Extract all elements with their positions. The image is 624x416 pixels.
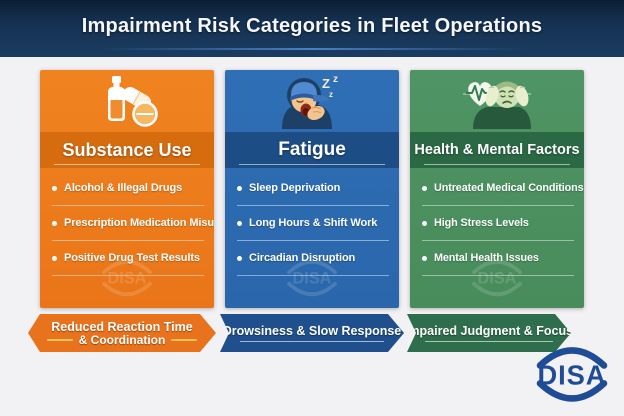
header-banner: Impairment Risk Categories in Fleet Oper…	[0, 0, 624, 57]
bullet-dot	[52, 220, 57, 226]
list-item: High Stress Levels	[422, 206, 574, 241]
list-item: Positive Drug Test Results	[52, 241, 204, 276]
panel-fatigue: Z z z Fatigue Sleep Deprivation Long Hou…	[225, 70, 399, 308]
bullet-list: Alcohol & Illegal Drugs Prescription Med…	[40, 168, 214, 276]
bullet-dot	[422, 185, 427, 191]
bullet-dot	[237, 255, 242, 261]
outcome-text-line2: & Coordination	[47, 334, 198, 347]
pill-bottle-icon	[40, 70, 214, 132]
list-item: Long Hours & Shift Work	[237, 206, 389, 241]
dash-decoration	[171, 339, 197, 341]
panel-title-band: Substance Use	[40, 132, 214, 168]
list-item: Alcohol & Illegal Drugs	[52, 171, 204, 206]
band-underline	[423, 164, 571, 165]
bullet-text: Long Hours & Shift Work	[249, 217, 378, 229]
band-underline	[53, 164, 201, 165]
bullet-list: Untreated Medical Conditions High Stress…	[410, 168, 584, 276]
bullet-text: Sleep Deprivation	[249, 182, 341, 194]
disa-logo: DISA	[530, 342, 614, 411]
outcome-text: Impaired Judgment & Focus	[404, 324, 574, 338]
bullet-text: Alcohol & Illegal Drugs	[64, 182, 183, 194]
panel-title-band: Health & Mental Factors	[410, 132, 584, 168]
stressed-person-heartbeat-icon	[410, 70, 584, 132]
panel-title-band: Fatigue	[225, 132, 399, 168]
outcome-arrow-health: Impaired Judgment & Focus	[407, 314, 571, 352]
arrow-underline	[240, 341, 384, 342]
panel-title: Substance Use	[62, 139, 192, 160]
title-underline	[99, 48, 525, 50]
bullet-dot	[52, 185, 57, 191]
bullet-dot	[52, 255, 57, 261]
outcome-text: & Coordination	[78, 332, 166, 347]
panel-title: Health & Mental Factors	[414, 142, 580, 158]
bullet-text: Circadian Disruption	[249, 252, 356, 264]
panel-title: Fatigue	[278, 139, 346, 160]
svg-text:Z: Z	[322, 76, 330, 91]
bullet-text: Untreated Medical Conditions	[434, 182, 584, 194]
outcome-text: Drowsiness & Slow Response	[222, 324, 402, 338]
page-title: Impairment Risk Categories in Fleet Oper…	[81, 15, 543, 37]
bullet-dot	[237, 185, 242, 191]
list-item: Prescription Medication Misuse	[52, 206, 214, 241]
list-item: Mental Health Issues	[422, 241, 574, 276]
bullet-text: Mental Health Issues	[434, 252, 539, 264]
list-item: Sleep Deprivation	[237, 171, 389, 206]
panel-substance-use: Substance Use Alcohol & Illegal Drugs Pr…	[40, 70, 214, 308]
list-item: Circadian Disruption	[237, 241, 389, 276]
arrow-underline	[425, 341, 553, 342]
outcome-text: Reduced Reaction Time	[51, 319, 193, 334]
bullet-text: Prescription Medication Misuse	[64, 217, 214, 229]
outcome-arrow-substance: Reduced Reaction Time & Coordination	[28, 314, 216, 352]
band-underline	[238, 164, 386, 165]
category-panels: Substance Use Alcohol & Illegal Drugs Pr…	[40, 70, 584, 308]
bullet-text: High Stress Levels	[434, 217, 529, 229]
svg-text:z: z	[333, 74, 338, 85]
panel-health-mental: Health & Mental Factors Untreated Medica…	[410, 70, 584, 308]
list-item: Untreated Medical Conditions	[422, 171, 584, 206]
dash-decoration	[47, 339, 73, 341]
bullet-dot	[422, 220, 427, 226]
outcome-arrow-fatigue: Drowsiness & Slow Response	[220, 314, 404, 352]
yawning-driver-icon: Z z z	[225, 70, 399, 132]
bullet-list: Sleep Deprivation Long Hours & Shift Wor…	[225, 168, 399, 276]
svg-text:DISA: DISA	[538, 359, 607, 390]
svg-text:z: z	[329, 90, 333, 99]
bullet-dot	[422, 255, 427, 261]
bullet-text: Positive Drug Test Results	[64, 252, 200, 264]
bullet-dot	[237, 220, 242, 226]
